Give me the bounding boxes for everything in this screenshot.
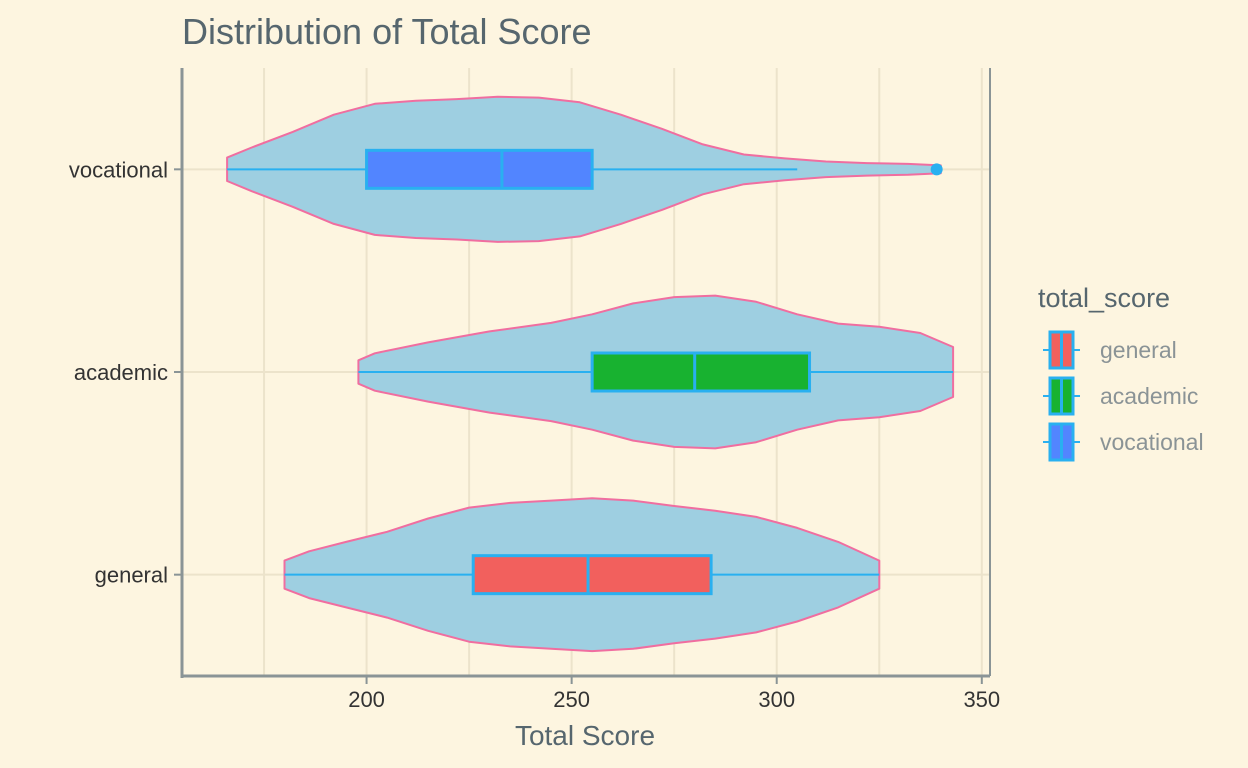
- y-tick-label: vocational: [69, 157, 168, 182]
- x-axis-title: Total Score: [515, 720, 655, 751]
- box-general: [471, 554, 713, 596]
- legend-label: vocational: [1100, 429, 1204, 455]
- legend-label: academic: [1100, 383, 1198, 409]
- outlier-point: [930, 163, 943, 176]
- legend-item-vocational: vocational: [1043, 422, 1204, 462]
- legend: total_score general academic vocational: [1038, 283, 1204, 462]
- legend-item-general: general: [1043, 330, 1177, 370]
- y-tick-label: academic: [74, 360, 168, 385]
- x-tick-label: 350: [963, 687, 1000, 712]
- x-tick-label: 250: [553, 687, 590, 712]
- legend-label: general: [1100, 337, 1177, 363]
- legend-item-academic: academic: [1043, 376, 1198, 416]
- box-vocational: [365, 148, 594, 190]
- chart-title: Distribution of Total Score: [182, 11, 592, 52]
- legend-title: total_score: [1038, 283, 1170, 313]
- x-tick-label: 200: [348, 687, 385, 712]
- axis-layer: 200 250 300 350 vocational academic general: [69, 68, 1000, 712]
- box-layer: [227, 148, 954, 596]
- x-tick-label: 300: [758, 687, 795, 712]
- box-academic: [590, 351, 812, 393]
- y-tick-label: general: [95, 563, 168, 588]
- legend-items: general academic vocational: [1043, 330, 1204, 462]
